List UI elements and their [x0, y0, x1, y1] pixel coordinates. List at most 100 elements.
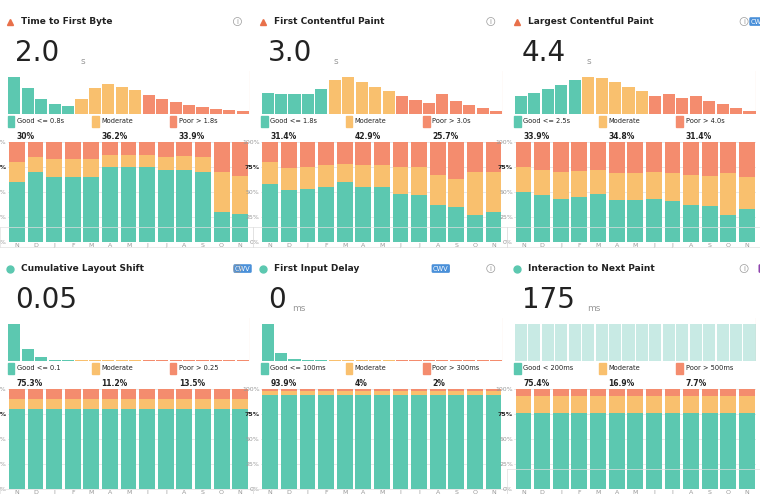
Bar: [318, 389, 334, 391]
Bar: [195, 389, 211, 400]
Bar: [739, 389, 755, 397]
Text: 33.9%: 33.9%: [524, 132, 549, 141]
Text: First Contentful Paint: First Contentful Paint: [274, 17, 385, 26]
Bar: [102, 389, 118, 400]
Bar: [214, 400, 230, 410]
Bar: [720, 215, 736, 242]
Bar: [463, 105, 475, 114]
Bar: [730, 324, 742, 361]
Text: 36.2%: 36.2%: [102, 132, 128, 141]
Bar: [411, 142, 427, 167]
Bar: [430, 205, 445, 242]
Bar: [27, 158, 43, 172]
Bar: [169, 102, 182, 114]
Bar: [411, 195, 427, 242]
Text: Interaction to Next Paint: Interaction to Next Paint: [527, 264, 654, 273]
Bar: [701, 413, 717, 489]
Bar: [609, 200, 625, 242]
Bar: [92, 363, 99, 374]
Bar: [121, 167, 137, 242]
Bar: [158, 410, 174, 489]
Bar: [346, 363, 353, 374]
Bar: [646, 413, 662, 489]
Bar: [337, 391, 353, 395]
Bar: [689, 324, 701, 361]
Bar: [158, 170, 174, 242]
Text: 4%: 4%: [355, 379, 368, 388]
Bar: [9, 400, 25, 410]
Bar: [315, 89, 328, 114]
Text: First Input Delay: First Input Delay: [274, 264, 359, 273]
Text: i: i: [489, 19, 492, 25]
Bar: [102, 156, 118, 167]
Text: Poor > 3.0s: Poor > 3.0s: [432, 118, 471, 124]
Bar: [46, 389, 62, 400]
Bar: [590, 397, 606, 413]
Bar: [676, 98, 689, 114]
Bar: [49, 104, 61, 114]
Bar: [664, 173, 680, 201]
Text: 2.0: 2.0: [15, 39, 59, 67]
Text: 75.3%: 75.3%: [17, 379, 43, 388]
Bar: [572, 142, 587, 171]
Bar: [8, 77, 21, 114]
Bar: [89, 88, 101, 114]
Bar: [346, 116, 353, 127]
Bar: [262, 391, 278, 395]
Bar: [664, 142, 680, 173]
Bar: [411, 391, 427, 395]
Bar: [627, 173, 643, 200]
Bar: [743, 111, 755, 114]
Bar: [701, 389, 717, 397]
Bar: [516, 413, 531, 489]
Text: 75.4%: 75.4%: [524, 379, 549, 388]
Text: Moderate: Moderate: [355, 118, 387, 124]
Bar: [84, 160, 100, 177]
Bar: [477, 108, 489, 114]
Bar: [262, 389, 278, 391]
Bar: [717, 104, 729, 114]
Text: 34.8%: 34.8%: [608, 132, 635, 141]
Text: Time to First Byte: Time to First Byte: [21, 17, 112, 26]
Bar: [65, 142, 81, 160]
Bar: [556, 85, 568, 114]
Bar: [27, 389, 43, 400]
Bar: [102, 410, 118, 489]
Bar: [683, 397, 699, 413]
Bar: [423, 363, 430, 374]
Bar: [663, 324, 675, 361]
Text: Good <= 100ms: Good <= 100ms: [270, 365, 326, 371]
Bar: [195, 158, 211, 172]
Bar: [553, 413, 568, 489]
Bar: [553, 172, 568, 199]
Text: s: s: [334, 57, 338, 66]
Bar: [374, 389, 390, 391]
Bar: [22, 349, 33, 361]
Bar: [27, 142, 43, 158]
Bar: [516, 389, 531, 397]
Bar: [411, 389, 427, 391]
Text: 13.5%: 13.5%: [179, 379, 205, 388]
Bar: [302, 94, 314, 114]
Bar: [622, 87, 635, 114]
Text: 93.9%: 93.9%: [270, 379, 296, 388]
Bar: [158, 400, 174, 410]
Bar: [46, 160, 62, 177]
Bar: [448, 179, 464, 207]
Bar: [233, 389, 248, 400]
Bar: [683, 205, 699, 242]
Bar: [176, 157, 192, 170]
Bar: [261, 363, 268, 374]
Bar: [430, 395, 445, 489]
Text: i: i: [489, 266, 492, 272]
Bar: [572, 389, 587, 397]
Text: Poor > 4.0s: Poor > 4.0s: [686, 118, 724, 124]
Bar: [649, 324, 661, 361]
Bar: [609, 142, 625, 173]
Bar: [542, 324, 554, 361]
Bar: [683, 175, 699, 205]
Bar: [102, 142, 118, 156]
Bar: [318, 187, 334, 242]
Text: Good <= 0.1: Good <= 0.1: [17, 365, 60, 371]
Bar: [318, 395, 334, 489]
